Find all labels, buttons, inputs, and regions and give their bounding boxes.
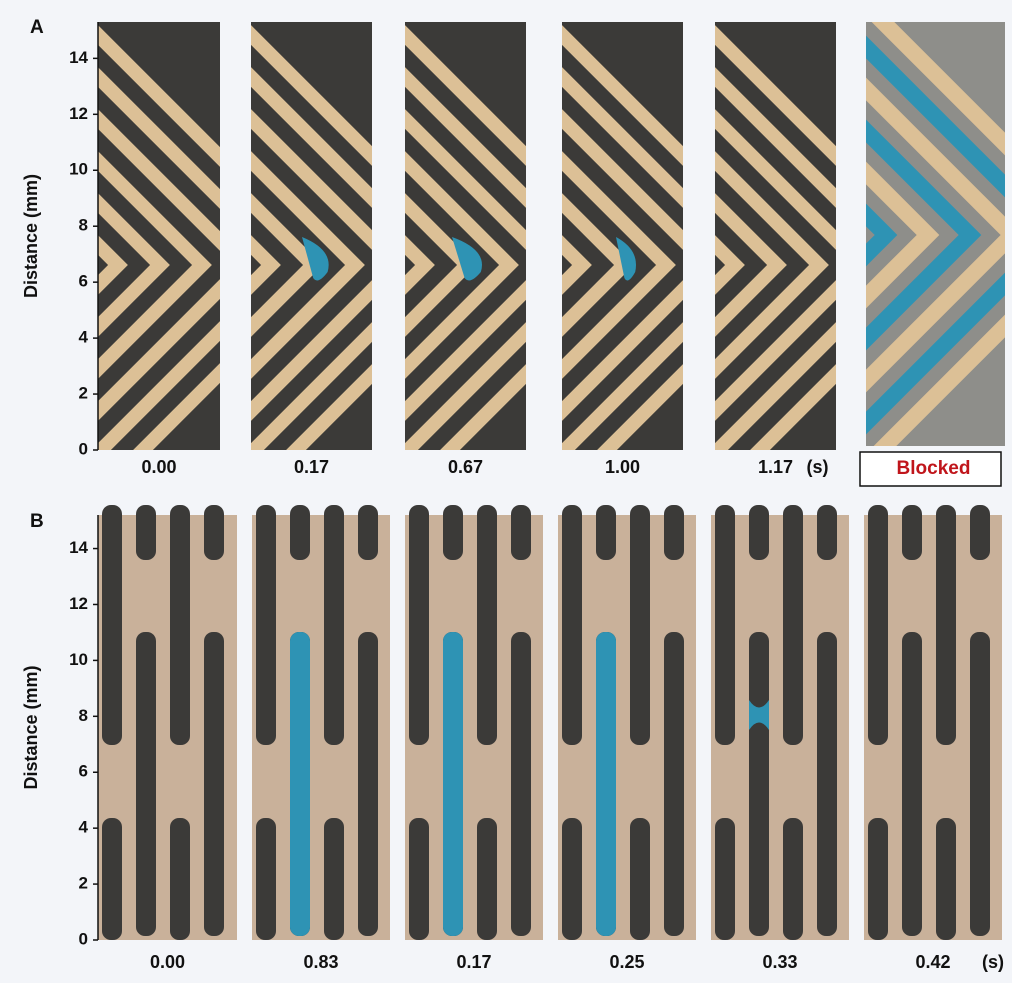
- slot: [715, 818, 735, 940]
- slot: [136, 505, 156, 560]
- slot: [596, 632, 616, 936]
- slot: [664, 505, 684, 560]
- panel-label: B: [30, 511, 44, 532]
- y-tick-label: 2: [79, 874, 88, 893]
- slot: [970, 632, 990, 936]
- slot: [256, 818, 276, 940]
- slot: [596, 505, 616, 560]
- slot: [783, 818, 803, 940]
- frame-time: 0.25: [609, 952, 644, 972]
- frame-time: 0.00: [141, 457, 176, 477]
- slot: [511, 632, 531, 936]
- y-axis-label: Distance (mm): [21, 665, 41, 789]
- slot: [170, 818, 190, 940]
- panel-label: A: [30, 17, 44, 38]
- slot: [443, 505, 463, 560]
- y-tick-label: 6: [79, 272, 88, 291]
- slot: [630, 818, 650, 940]
- slot: [817, 505, 837, 560]
- frame-time: 0.17: [294, 457, 329, 477]
- slot: [409, 505, 429, 745]
- y-tick-label: 10: [69, 650, 88, 669]
- y-tick-label: 12: [69, 594, 88, 613]
- slot: [477, 505, 497, 745]
- slot: [102, 505, 122, 745]
- slot: [664, 632, 684, 936]
- slot: [749, 632, 769, 936]
- slot: [358, 632, 378, 936]
- frame-time: 0.67: [448, 457, 483, 477]
- slot: [936, 505, 956, 745]
- slot: [902, 632, 922, 936]
- frame-time: 0.00: [150, 952, 185, 972]
- slot: [715, 505, 735, 745]
- frame-time: 1.17: [758, 457, 793, 477]
- slot: [136, 632, 156, 936]
- slot: [970, 505, 990, 560]
- y-axis-label: Distance (mm): [21, 174, 41, 298]
- slot: [290, 632, 310, 936]
- y-tick-label: 0: [79, 929, 88, 948]
- frame-time: 0.33: [762, 952, 797, 972]
- slot: [868, 505, 888, 745]
- slot: [290, 505, 310, 560]
- slot: [443, 632, 463, 936]
- y-tick-label: 0: [79, 439, 88, 458]
- slot: [562, 505, 582, 745]
- slot: [749, 505, 769, 560]
- y-tick-label: 10: [69, 160, 88, 179]
- frame-image: [864, 505, 1002, 940]
- frame-time: 0.42: [915, 952, 950, 972]
- slot: [511, 505, 531, 560]
- time-unit: (s): [982, 952, 1004, 972]
- slot: [324, 505, 344, 745]
- slot: [630, 505, 650, 745]
- slot: [409, 818, 429, 940]
- slot: [102, 818, 122, 940]
- slot: [936, 818, 956, 940]
- slot: [562, 818, 582, 940]
- slot: [783, 505, 803, 745]
- slot: [817, 632, 837, 936]
- frame-time: 0.17: [456, 952, 491, 972]
- slot: [256, 505, 276, 745]
- slot: [204, 632, 224, 936]
- y-tick-label: 4: [79, 328, 89, 347]
- frame-image: [252, 505, 390, 940]
- y-tick-label: 8: [79, 216, 88, 235]
- frame-time: 1.00: [605, 457, 640, 477]
- time-unit: (s): [807, 457, 829, 477]
- frame-image: [711, 505, 849, 940]
- y-tick-label: 6: [79, 762, 88, 781]
- slot: [358, 505, 378, 560]
- frame-time: 0.83: [303, 952, 338, 972]
- slot: [204, 505, 224, 560]
- frame-image: [98, 505, 237, 940]
- slot: [868, 818, 888, 940]
- y-tick-label: 14: [69, 538, 88, 557]
- slot: [170, 505, 190, 745]
- y-tick-label: 4: [79, 818, 89, 837]
- figure: A 0 2 4 6 8 10 12 14 Distance (mm) 0.00 0.17 0.67 1.0…: [0, 0, 1012, 983]
- y-tick-label: 14: [69, 48, 88, 67]
- y-tick-label: 2: [79, 384, 88, 403]
- frame-image: [405, 505, 543, 940]
- frame-image: [558, 505, 696, 940]
- y-tick-label: 8: [79, 706, 88, 725]
- slot: [477, 818, 497, 940]
- page: A 0 2 4 6 8 10 12 14 Distance (mm) 0.00 0.17 0.67 1.0…: [0, 0, 1012, 988]
- status-label: Blocked: [897, 458, 971, 479]
- slot: [902, 505, 922, 560]
- slot: [324, 818, 344, 940]
- y-tick-label: 12: [69, 104, 88, 123]
